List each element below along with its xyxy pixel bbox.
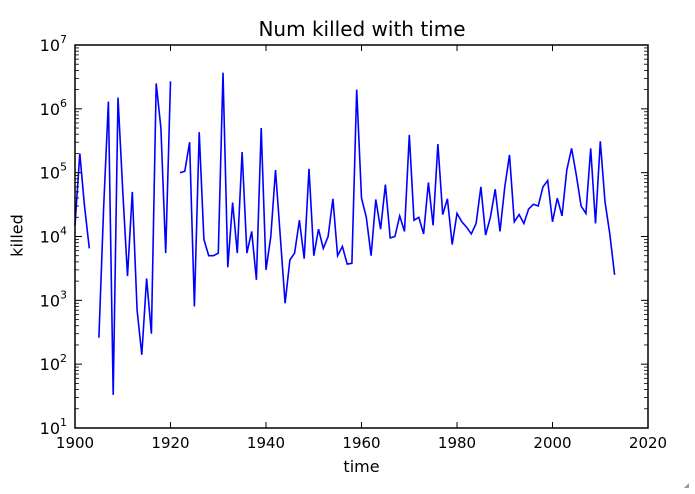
series-line	[74, 72, 616, 395]
x-tick-label: 1980	[438, 434, 476, 452]
plot-frame	[74, 44, 649, 429]
y-tick-label: 105	[40, 161, 67, 183]
x-tick-labels: 1900 1920 1940 1960 1980 2000 2020	[56, 434, 667, 452]
y-tick-label: 101	[40, 416, 67, 438]
x-tick-label: 1960	[342, 434, 380, 452]
x-tick-label: 2020	[629, 434, 667, 452]
x-axis-label: time	[343, 457, 380, 476]
y-tick-labels: 101 102 103 104 105 106 107	[40, 33, 67, 438]
resize-grip-icon[interactable]	[684, 483, 689, 488]
x-tick-label: 1940	[247, 434, 285, 452]
x-tick-label: 1900	[56, 434, 94, 452]
minor-ticks	[75, 47, 648, 410]
y-tick-label: 107	[40, 33, 67, 55]
y-tick-label: 104	[40, 225, 67, 247]
major-ticks	[74, 44, 649, 429]
y-tick-label: 106	[40, 97, 67, 119]
y-axis-label: killed	[7, 214, 27, 257]
x-tick-label: 1920	[151, 434, 189, 452]
y-tick-label: 102	[40, 352, 67, 374]
data-series	[74, 72, 616, 395]
x-tick-label: 2000	[533, 434, 571, 452]
y-tick-label: 103	[40, 288, 67, 310]
chart-title: Num killed with time	[258, 17, 466, 41]
